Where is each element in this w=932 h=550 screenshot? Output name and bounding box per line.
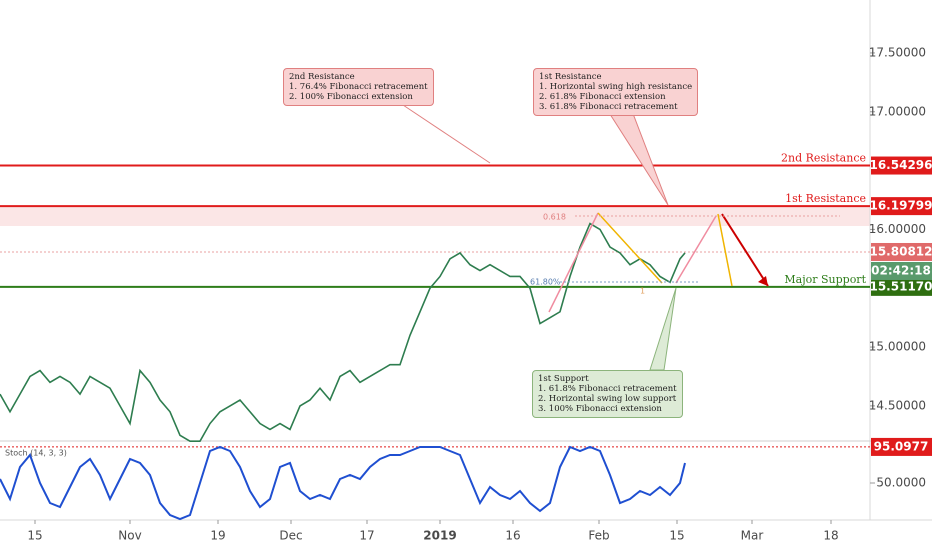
annotation-line: 1st Resistance — [539, 72, 602, 82]
countdown-box — [871, 261, 932, 280]
y-tick-label: 17.00000 — [869, 104, 926, 118]
countdown: 02:42:18 — [871, 263, 931, 277]
series-line — [0, 445, 686, 521]
level-label: 1st Resistance — [785, 192, 866, 205]
y-tick-label: 15.00000 — [869, 340, 926, 354]
x-tick-label: 18 — [823, 529, 838, 543]
x-tick-label: 17 — [359, 529, 374, 543]
price-label: 16.19799 — [869, 199, 932, 213]
price-label: 16.54296 — [869, 158, 932, 172]
annotation-line: 1st Support — [538, 374, 589, 384]
annotation-line: 1. 61.8% Fibonacci retracement — [538, 384, 677, 394]
x-tick-label: Nov — [118, 529, 141, 543]
level-label: 2nd Resistance — [781, 152, 866, 165]
x-tick-label: 2019 — [423, 529, 456, 543]
annotation-line: 3. 61.8% Fibonacci retracement — [539, 102, 678, 112]
projection-arrow — [721, 213, 769, 287]
annotation-line: 2. 100% Fibonacci extension — [289, 92, 413, 102]
y-tick-label: 50.0000 — [876, 476, 926, 490]
price-box — [871, 437, 932, 456]
price-box — [871, 156, 932, 175]
annotation-line: 1. 76.4% Fibonacci retracement — [289, 82, 428, 92]
y-tick-label: 17.50000 — [869, 45, 926, 59]
price-label: 15.80812 — [869, 244, 932, 258]
x-tick-label: Dec — [279, 529, 302, 543]
stoch-title: Stoch (14, 3, 3) — [5, 449, 67, 458]
y-tick-label: 16.00000 — [869, 222, 926, 236]
annotation-line: 1. Horizontal swing high resistance — [539, 82, 693, 92]
projection-arrow — [675, 215, 717, 284]
projection-arrow — [548, 212, 599, 313]
x-tick-label: 15 — [27, 529, 42, 543]
marks: 17.50000 17.00000 16.00000 15.00000 14.50000… — [0, 45, 932, 543]
fib-label: 1 — [640, 287, 645, 296]
fib-label: 0.618 — [543, 213, 566, 222]
annotation: 2nd Resistance 1. 76.4% Fibonacci retrace… — [283, 68, 434, 106]
x-tick-label: 15 — [669, 529, 684, 543]
price-label: 15.51170 — [869, 279, 932, 293]
annotation-line: 3. 100% Fibonacci extension — [538, 404, 662, 414]
x-tick-label: 16 — [505, 529, 520, 543]
price-box — [871, 197, 932, 216]
level-label: Major Support — [784, 273, 866, 286]
pointer — [399, 102, 491, 164]
projection-arrow — [597, 212, 663, 284]
projection-arrow — [717, 213, 733, 287]
x-tick-label: Feb — [588, 529, 609, 543]
price-box — [871, 242, 932, 261]
x-tick-label: Mar — [741, 529, 764, 543]
series-line — [0, 222, 686, 442]
price-box — [871, 277, 932, 296]
price-label: 95.0977 — [874, 439, 929, 453]
annotation: 1st Support 1. 61.8% Fibonacci retracemen… — [532, 370, 683, 418]
arrow-head — [758, 276, 768, 286]
annotation-line: 2. Horizontal swing low support — [538, 394, 677, 404]
annotation-line: 2nd Resistance — [289, 72, 355, 82]
annotation: 1st Resistance 1. Horizontal swing high r… — [533, 68, 699, 116]
y-tick-label: 14.50000 — [869, 398, 926, 412]
fib-label: 61.80% — [530, 278, 561, 287]
resistance-zone — [0, 206, 870, 226]
annotation-line: 2. 61.8% Fibonacci extension — [539, 92, 666, 102]
x-tick-label: 19 — [210, 529, 225, 543]
